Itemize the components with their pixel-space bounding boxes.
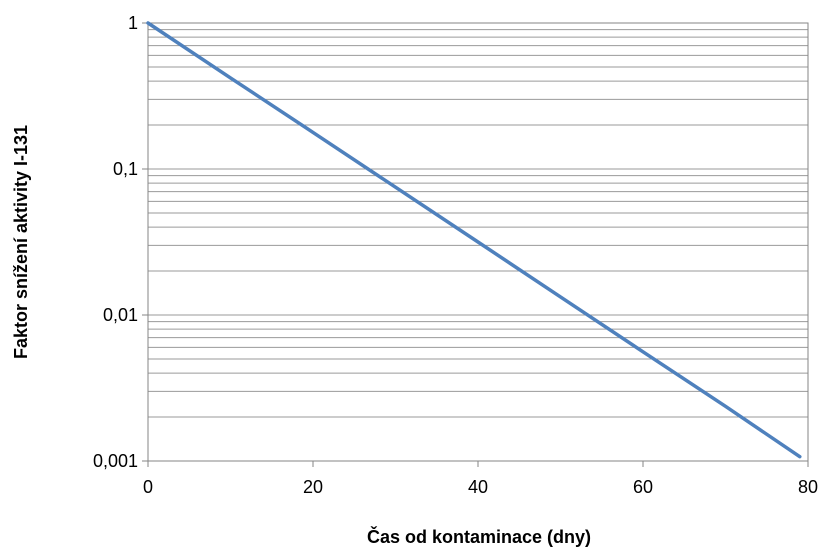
y-tick-label: 1 — [128, 13, 138, 33]
x-tick-label: 60 — [633, 477, 653, 497]
series-line — [146, 21, 802, 459]
x-tick-label: 0 — [143, 477, 153, 497]
y-axis-title: Faktor snížení aktivity I-131 — [11, 125, 31, 359]
x-tick-label: 80 — [798, 477, 818, 497]
y-tick-label: 0,01 — [103, 305, 138, 325]
gridlines — [142, 22, 809, 467]
y-tick-label: 0,001 — [93, 451, 138, 471]
x-axis-title: Čas od kontaminace (dny) — [367, 526, 591, 547]
x-tick-label: 40 — [468, 477, 488, 497]
y-axis-tick-labels: 1 0,1 0,01 0,001 — [93, 13, 138, 471]
plot-area-border — [147, 22, 809, 462]
x-tick-label: 20 — [303, 477, 323, 497]
series-layer — [146, 21, 802, 459]
x-axis-tick-labels: 0 20 40 60 80 — [143, 477, 818, 497]
y-tick-label: 0,1 — [113, 159, 138, 179]
